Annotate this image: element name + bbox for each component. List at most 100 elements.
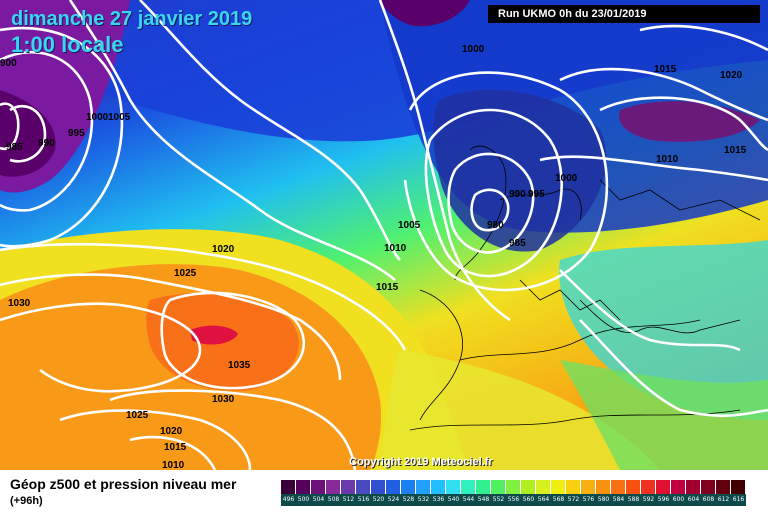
legend-swatch xyxy=(341,480,356,494)
legend-swatch xyxy=(536,480,551,494)
east-cyan xyxy=(559,240,768,420)
legend-value: 544 xyxy=(462,496,475,503)
isobar-label: 990 xyxy=(38,138,55,149)
legend-value: 596 xyxy=(657,496,670,503)
legend-value: 508 xyxy=(327,496,340,503)
legend-value: 496 xyxy=(282,496,295,503)
isobar-label: 900 xyxy=(0,58,17,69)
coastline-mediterranean xyxy=(459,319,701,361)
isobar-label: 985 xyxy=(6,142,23,153)
isobar-1030-south xyxy=(109,389,357,470)
legend-value: 552 xyxy=(492,496,505,503)
borders-europe xyxy=(519,279,621,321)
legend-value: 500 xyxy=(297,496,310,503)
isobar-label: 1010 xyxy=(162,460,185,470)
legend-value: 540 xyxy=(447,496,460,503)
legend-value: 556 xyxy=(507,496,520,503)
forecast-range: (+96h) xyxy=(10,495,43,507)
legend-value: 576 xyxy=(582,496,595,503)
legend-swatch xyxy=(491,480,506,494)
isobar-label: 1025 xyxy=(174,268,197,279)
isobar-1000-east xyxy=(539,155,768,182)
isobar-label: 1000 xyxy=(555,173,578,184)
legend-labels: 496 500 504 508 512 516 520 524 528 532 536 540 544 5… xyxy=(281,494,746,506)
isobar-985-nw xyxy=(0,102,20,151)
legend-swatch xyxy=(356,480,371,494)
isobar-1010-main xyxy=(139,0,401,261)
legend-value: 612 xyxy=(717,496,730,503)
isobar-1000-central xyxy=(378,0,511,322)
isobar-label: 1025 xyxy=(126,410,149,421)
isobar-1020-ne xyxy=(639,24,768,52)
legend-value: 584 xyxy=(612,496,625,503)
isobar-980-low xyxy=(470,188,510,232)
weather-map: 1000 1005 995 990 985 900 1000 1015 1020… xyxy=(0,0,768,470)
forecast-date-title: dimanche 27 janvier 2019 xyxy=(11,8,253,30)
isobar-label: 1005 xyxy=(398,220,421,231)
legend-swatch xyxy=(371,480,386,494)
legend-swatch xyxy=(626,480,641,494)
legend-swatch xyxy=(656,480,671,494)
legend-swatch xyxy=(431,480,446,494)
coastline-britain xyxy=(454,145,507,281)
legend-value: 616 xyxy=(732,496,745,503)
isobar-1015-east xyxy=(559,269,741,352)
isobar-label: 1010 xyxy=(384,243,407,254)
isobar-1015-ne xyxy=(559,67,768,122)
legend-swatch xyxy=(296,480,311,494)
isobar-label: 1015 xyxy=(164,442,187,453)
isobar-label: 990 xyxy=(509,189,526,200)
isobar-1010-ne xyxy=(599,96,768,152)
isobar-label: 1030 xyxy=(8,298,31,309)
isobar-label: 1010 xyxy=(656,154,679,165)
copyright-text: Copyright 2019 Meteociel.fr xyxy=(349,456,493,468)
legend-swatch xyxy=(641,480,656,494)
isobar-labels: 1000 1005 995 990 985 900 1000 1015 1020… xyxy=(0,44,747,470)
isobar-label: 985 xyxy=(509,238,526,249)
legend-swatch xyxy=(401,480,416,494)
legend-swatch xyxy=(416,480,431,494)
legend-value: 516 xyxy=(357,496,370,503)
isobar-1035 xyxy=(160,291,306,390)
legend-value: 608 xyxy=(702,496,715,503)
legend-value: 580 xyxy=(597,496,610,503)
legend-swatch xyxy=(611,480,626,494)
top-purple xyxy=(380,0,470,27)
chart-title: Géop z500 et pression niveau mer xyxy=(10,476,237,492)
legend-swatch xyxy=(686,480,701,494)
legend-swatch xyxy=(326,480,341,494)
isobar-1025-south xyxy=(59,409,252,470)
high-core-red xyxy=(190,325,238,345)
run-info-box: Run UKMO 0h du 23/01/2019 xyxy=(488,5,760,23)
isobar-label: 1020 xyxy=(720,70,743,81)
coastline-scandinavia xyxy=(499,188,582,221)
isobar-label: 980 xyxy=(487,220,504,231)
isobar-1005-nw xyxy=(0,26,124,248)
legend-swatches xyxy=(281,480,746,494)
legend-value: 504 xyxy=(312,496,325,503)
isobar-label: 1005 xyxy=(108,112,131,123)
legend-value: 588 xyxy=(627,496,640,503)
isobar-label: 1015 xyxy=(654,64,677,75)
isobar-label: 1035 xyxy=(228,360,251,371)
isobar-label: 1020 xyxy=(212,244,235,255)
isobar-995-low xyxy=(403,71,609,292)
isobar-1000-nw xyxy=(0,50,94,212)
color-legend: 496 500 504 508 512 516 520 524 528 532 536 540 544 5… xyxy=(281,480,758,506)
legend-value: 548 xyxy=(477,496,490,503)
legend-value: 524 xyxy=(387,496,400,503)
isobar-990-nw xyxy=(9,104,47,163)
isobar-1020-east xyxy=(579,319,768,418)
coastline-north-africa xyxy=(409,409,741,431)
isobar-label: 995 xyxy=(528,189,545,200)
legend-value: 592 xyxy=(642,496,655,503)
isobar-label: 1000 xyxy=(462,44,485,55)
isobar-label: 1020 xyxy=(160,426,183,437)
legend-swatch xyxy=(311,480,326,494)
coastlines xyxy=(409,145,761,431)
legend-swatch xyxy=(566,480,581,494)
legend-value: 520 xyxy=(372,496,385,503)
legend-value: 512 xyxy=(342,496,355,503)
isobar-label: 1015 xyxy=(724,145,747,156)
